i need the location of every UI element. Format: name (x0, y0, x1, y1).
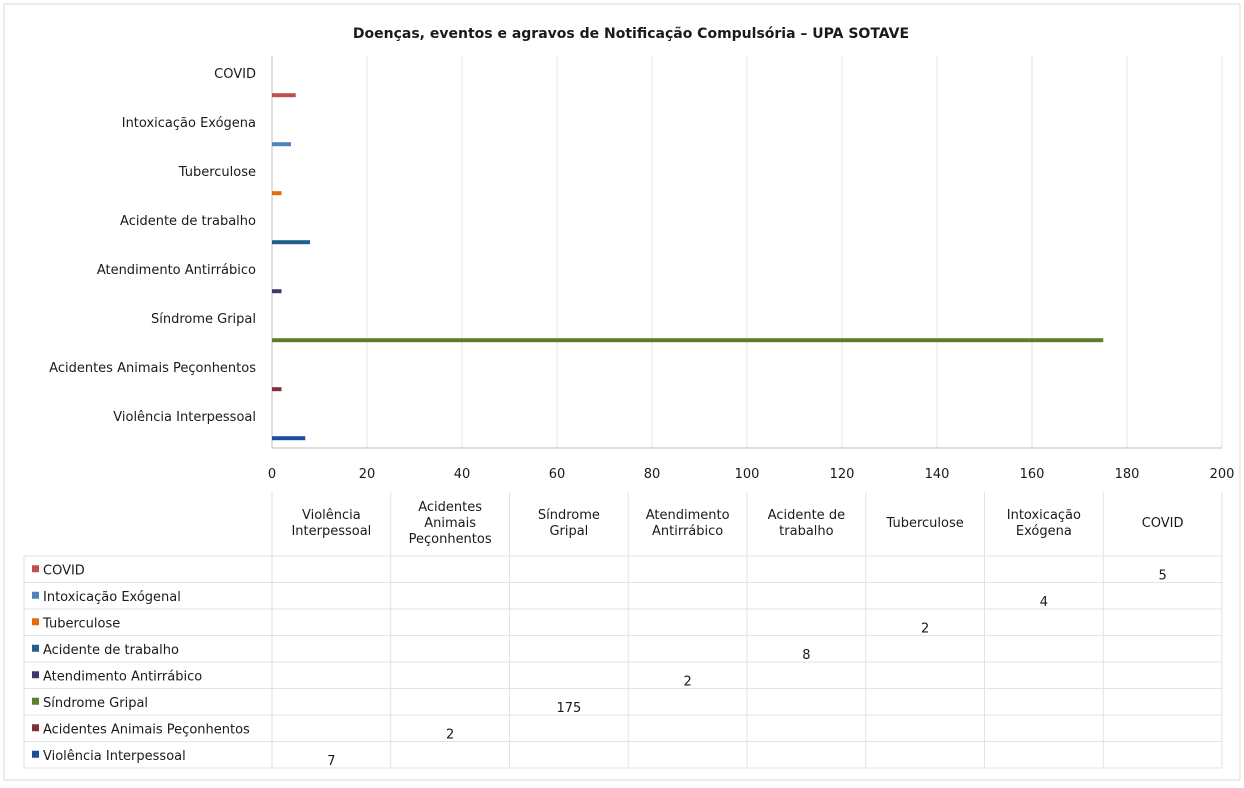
y-category-label-acidente-de-trabalho: Acidente de trabalho (120, 214, 256, 229)
bar-atendimento-antirrabico (272, 289, 282, 294)
data-label-intoxicacao-exogena: 4 (1040, 595, 1048, 610)
legend-swatch-acidente-de-trabalho (32, 644, 39, 652)
table-column-header-intoxicacao-exogena: Intoxicação Exógena (1007, 508, 1081, 539)
table-column-header-tuberculose: Tuberculose (886, 516, 964, 531)
legend-label-intoxicacao-exogenal: Intoxicação Exógenal (43, 590, 181, 605)
y-category-label-covid: COVID (214, 67, 256, 82)
y-category-label-intoxicacao-exogena: Intoxicação Exógena (122, 116, 256, 131)
legend-label-sindrome-gripal: Síndrome Gripal (43, 696, 148, 711)
x-tick-label-160: 160 (1020, 467, 1045, 482)
plot-area: 0 20 40 60 80 100 120 140 160 180 200 Violência Int… (49, 56, 1234, 482)
legend-label-violencia-interpessoal: Violência Interpessoal (43, 749, 186, 764)
bar-violencia-interpessoal (272, 436, 306, 441)
legend-swatch-covid (32, 565, 39, 573)
x-tick-label-20: 20 (359, 467, 376, 482)
x-tick-label-80: 80 (644, 467, 661, 482)
x-tick-label-60: 60 (549, 467, 566, 482)
table-column-header-violencia-interpessoal: Violência Interpessoal (291, 508, 371, 539)
table-column-header-sindrome-gripal: Síndrome Gripal (538, 508, 600, 539)
legend-label-covid: COVID (43, 563, 85, 578)
bar-covid (272, 93, 296, 98)
table-column-header-atendimento-antirrabico: Atendimento Antirrábico (646, 508, 730, 539)
data-table: Violência Interpessoal Acidentes Animais Peç… (23, 492, 1223, 769)
legend-label-acidente-de-trabalho: Acidente de trabalho (43, 643, 179, 658)
y-category-label-violencia-interpessoal: Violência Interpessoal (113, 410, 256, 425)
y-category-label-acidentes-animais-peconhentos: Acidentes Animais Peçonhentos (49, 361, 256, 376)
bar-tuberculose (272, 191, 282, 196)
chart-area-border (3, 3, 1241, 781)
bar-acidentes-animais-peconhentos (272, 387, 282, 392)
x-tick-label-140: 140 (925, 467, 950, 482)
table-column-header-acidente-de-trabalho: Acidente de trabalho (768, 508, 845, 539)
data-label-sindrome-gripal: 175 (556, 701, 581, 716)
y-category-label-tuberculose: Tuberculose (178, 165, 256, 180)
x-tick-label-100: 100 (735, 467, 760, 482)
data-label-atendimento-antirrabico: 2 (683, 674, 691, 689)
data-label-acidentes-animais-peconhentos: 2 (446, 727, 454, 742)
legend-label-acidentes-animais-peconhentos: Acidentes Animais Peçonhentos (43, 722, 250, 737)
legend-swatch-sindrome-gripal (32, 697, 39, 705)
legend-swatch-violencia-interpessoal (32, 750, 39, 758)
bar-acidente-de-trabalho (272, 240, 310, 245)
data-label-acidente-de-trabalho: 8 (802, 648, 810, 663)
legend-swatch-acidentes-animais-peconhentos (32, 724, 39, 732)
chart-title: Doenças, eventos e agravos de Notificaçã… (353, 26, 909, 42)
table-column-header-acidentes-animais-peconhentos: Acidentes Animais Peçonhentos (409, 500, 492, 547)
legend-swatch-intoxicacao-exogenal (32, 591, 39, 599)
legend-label-tuberculose: Tuberculose (42, 616, 120, 631)
x-tick-label-120: 120 (830, 467, 855, 482)
bar-intoxicacao-exogena (272, 142, 291, 147)
y-category-label-atendimento-antirrabico: Atendimento Antirrábico (97, 263, 256, 278)
table-column-header-covid: COVID (1142, 516, 1184, 531)
legend-swatch-tuberculose (32, 618, 39, 626)
data-label-covid: 5 (1158, 568, 1166, 583)
x-tick-label-0: 0 (268, 467, 276, 482)
data-label-violencia-interpessoal: 7 (327, 754, 335, 769)
data-label-tuberculose: 2 (921, 621, 929, 636)
legend-label-atendimento-antirrabico: Atendimento Antirrábico (43, 669, 202, 684)
x-tick-label-40: 40 (454, 467, 471, 482)
bar-sindrome-gripal (272, 338, 1104, 343)
legend-swatch-atendimento-antirrabico (32, 671, 39, 679)
x-tick-label-200: 200 (1210, 467, 1235, 482)
y-category-label-sindrome-gripal: Síndrome Gripal (151, 312, 256, 327)
x-tick-label-180: 180 (1115, 467, 1140, 482)
